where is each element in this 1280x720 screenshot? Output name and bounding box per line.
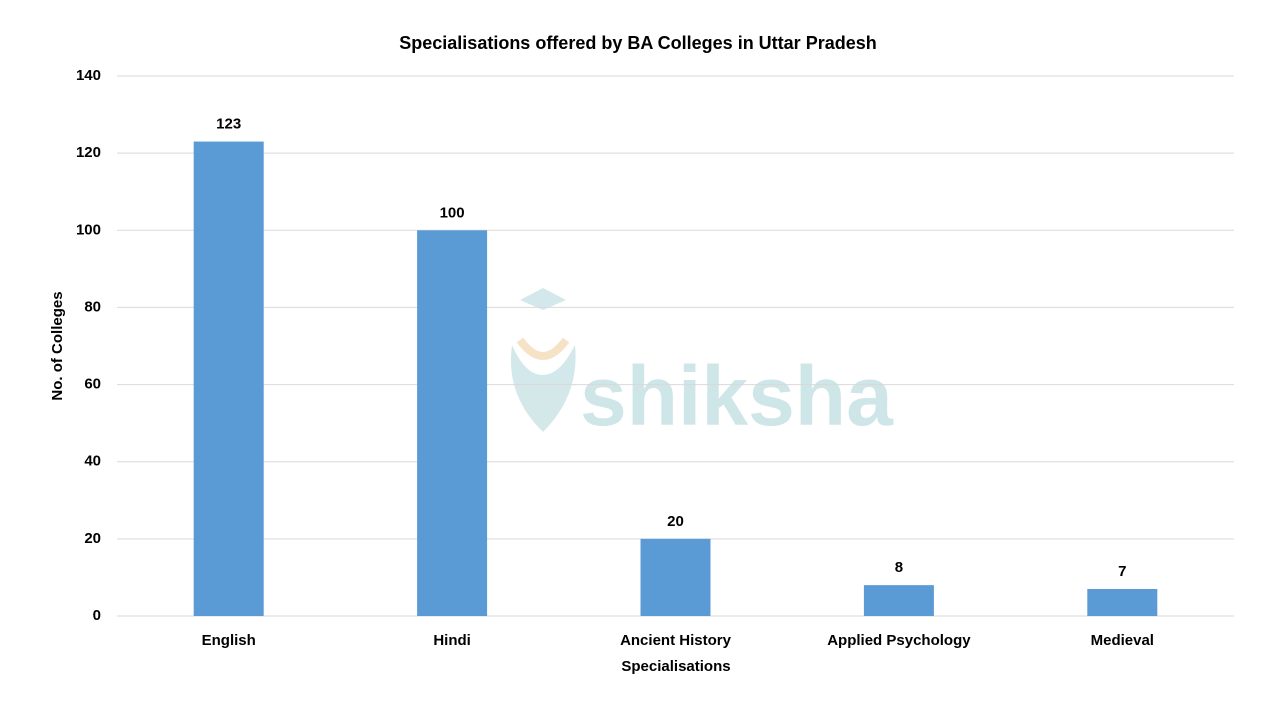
x-tick-label: Hindi [433,632,471,649]
x-tick-label: Medieval [1091,632,1154,649]
data-label: 20 [667,513,684,530]
data-label: 8 [895,559,903,576]
bar [640,538,711,616]
y-tick-label: 20 [84,530,101,547]
bar [863,585,934,616]
y-tick-label: 140 [76,67,101,84]
y-axis-title: No. of Colleges [49,291,66,400]
y-tick-label: 80 [84,298,101,315]
watermark-text: shiksha [580,349,894,443]
x-axis-title: Specialisations [621,658,730,675]
y-tick-label: 120 [76,144,101,161]
x-tick-label: Ancient History [620,632,732,649]
bar [193,141,264,617]
y-tick-label: 60 [84,376,101,393]
watermark-drop [510,345,576,432]
watermark-arc [516,337,570,360]
bar [417,230,488,617]
x-tick-label: Applied Psychology [827,632,971,649]
data-label: 100 [440,204,465,221]
watermark-cap [520,288,566,310]
data-label: 7 [1118,563,1126,580]
y-tick-label: 100 [76,221,101,238]
y-tick-label: 0 [93,607,101,624]
x-tick-label: English [202,632,256,649]
data-label: 123 [216,116,241,133]
chart-title: Specialisations offered by BA Colleges i… [399,33,876,53]
bar [1087,589,1158,616]
watermark-logo [510,288,576,432]
y-tick-label: 40 [84,453,101,470]
